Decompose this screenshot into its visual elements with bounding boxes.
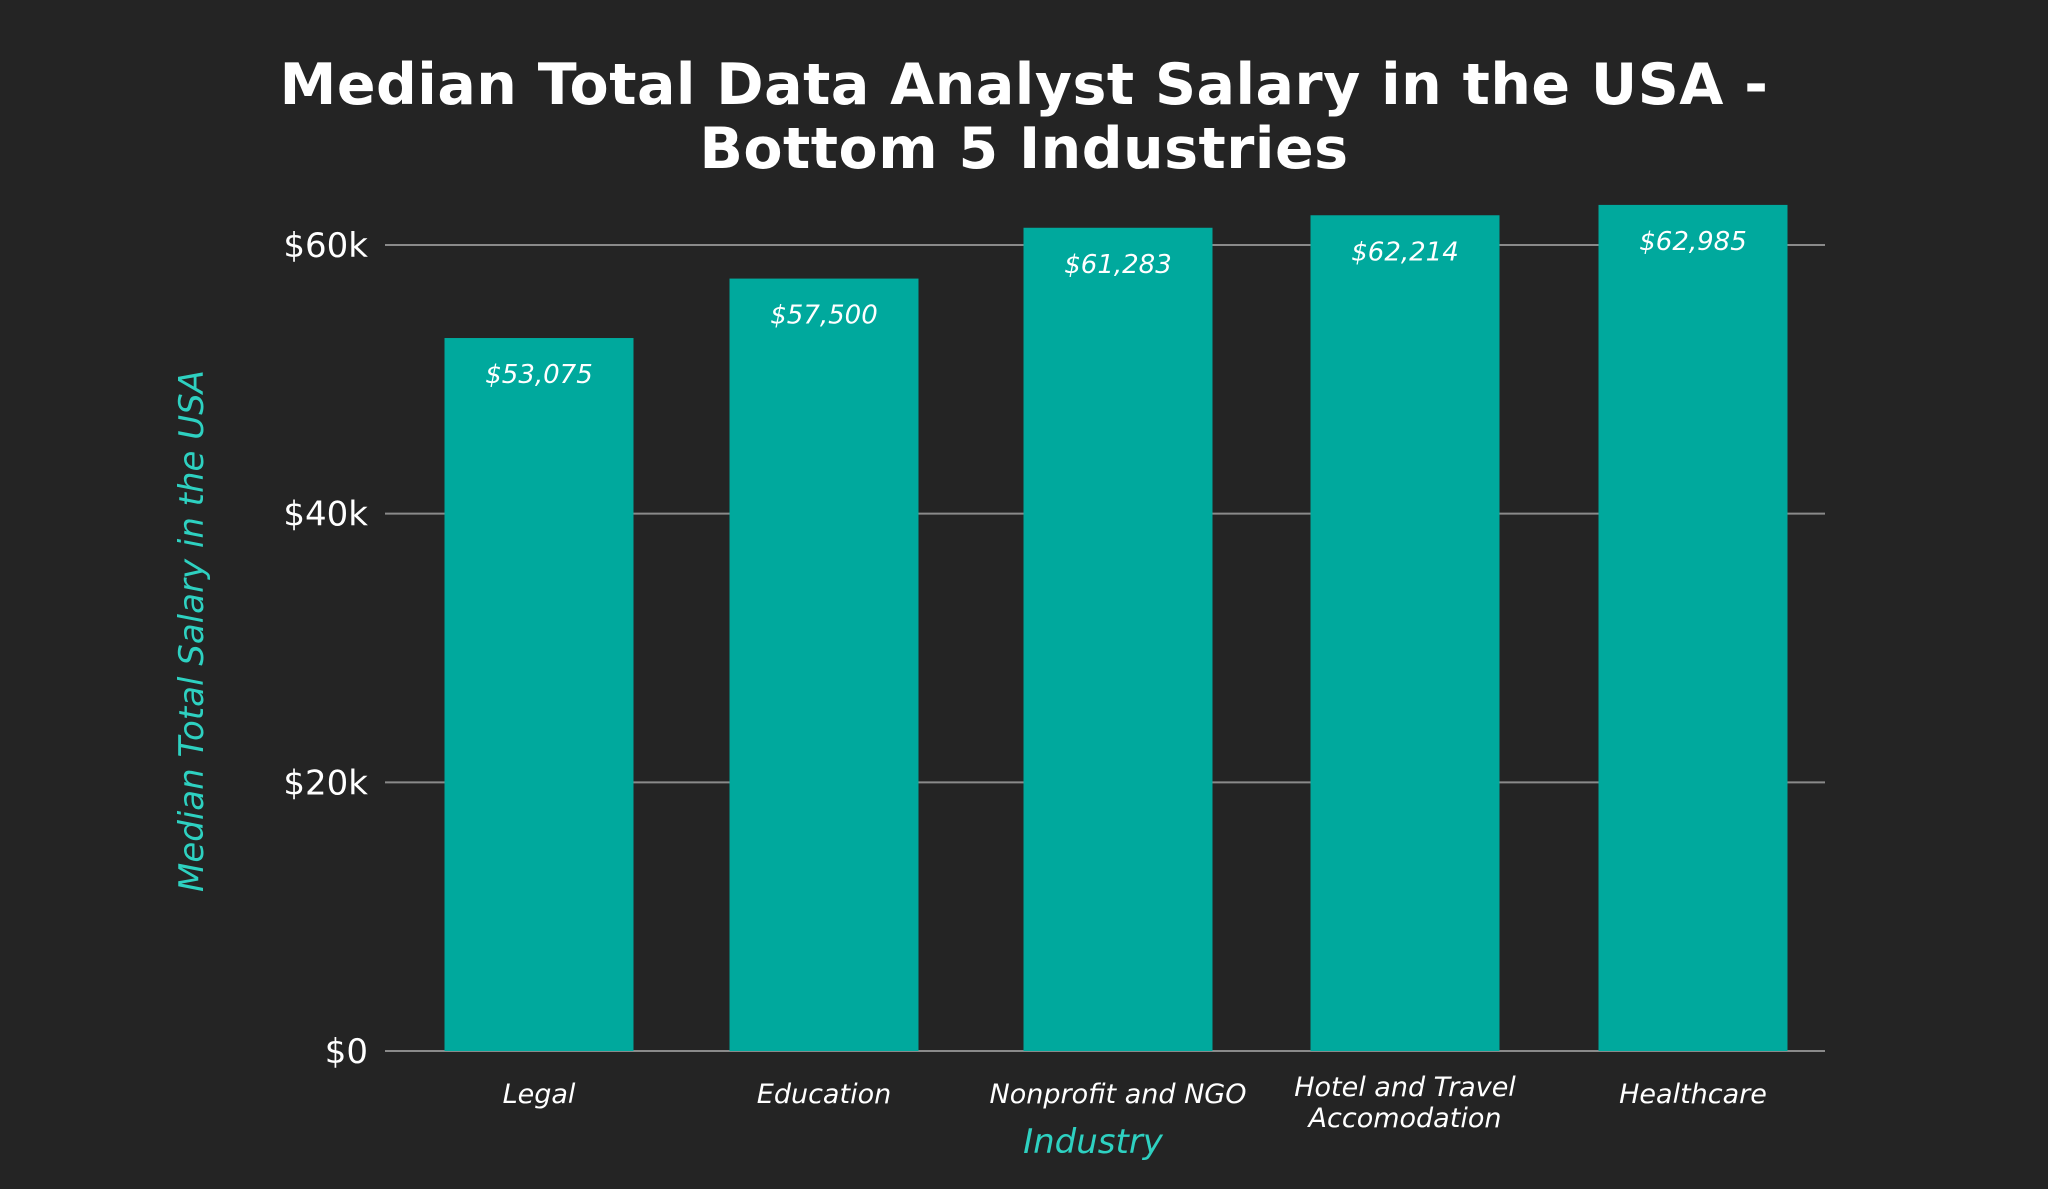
bar [444,338,634,1051]
x-tick-label: Legal [503,1079,576,1110]
bar-value-label: $62,214 [1351,237,1459,267]
chart-title-line-1: Median Total Data Analyst Salary in the … [279,52,1769,118]
bar-value-label: $61,283 [1064,250,1172,280]
bar-value-label: $57,500 [770,301,878,331]
y-tick-label: $40k [283,495,368,535]
bar-value-label: $62,985 [1639,227,1747,257]
chart-title-line-2: Bottom 5 Industries [699,116,1349,182]
x-tick-label: Education [757,1079,891,1110]
x-tick-label: Hotel and Travel [1294,1072,1516,1103]
bar-value-label: $53,075 [485,360,593,390]
bar [1023,227,1213,1052]
y-tick-label: $0 [325,1032,368,1072]
bar [729,278,919,1051]
x-tick-label: Healthcare [1619,1079,1767,1110]
x-axis-title: Industry [1023,1122,1164,1162]
y-tick-label: $20k [283,763,368,803]
x-tick-label: Accomodation [1307,1103,1502,1134]
y-axis-title: Median Total Salary in the USA [172,370,212,892]
bar [1598,204,1788,1052]
y-tick-label: $60k [283,226,368,266]
bar [1310,215,1500,1051]
x-tick-label: Nonprofit and NGO [990,1079,1247,1110]
